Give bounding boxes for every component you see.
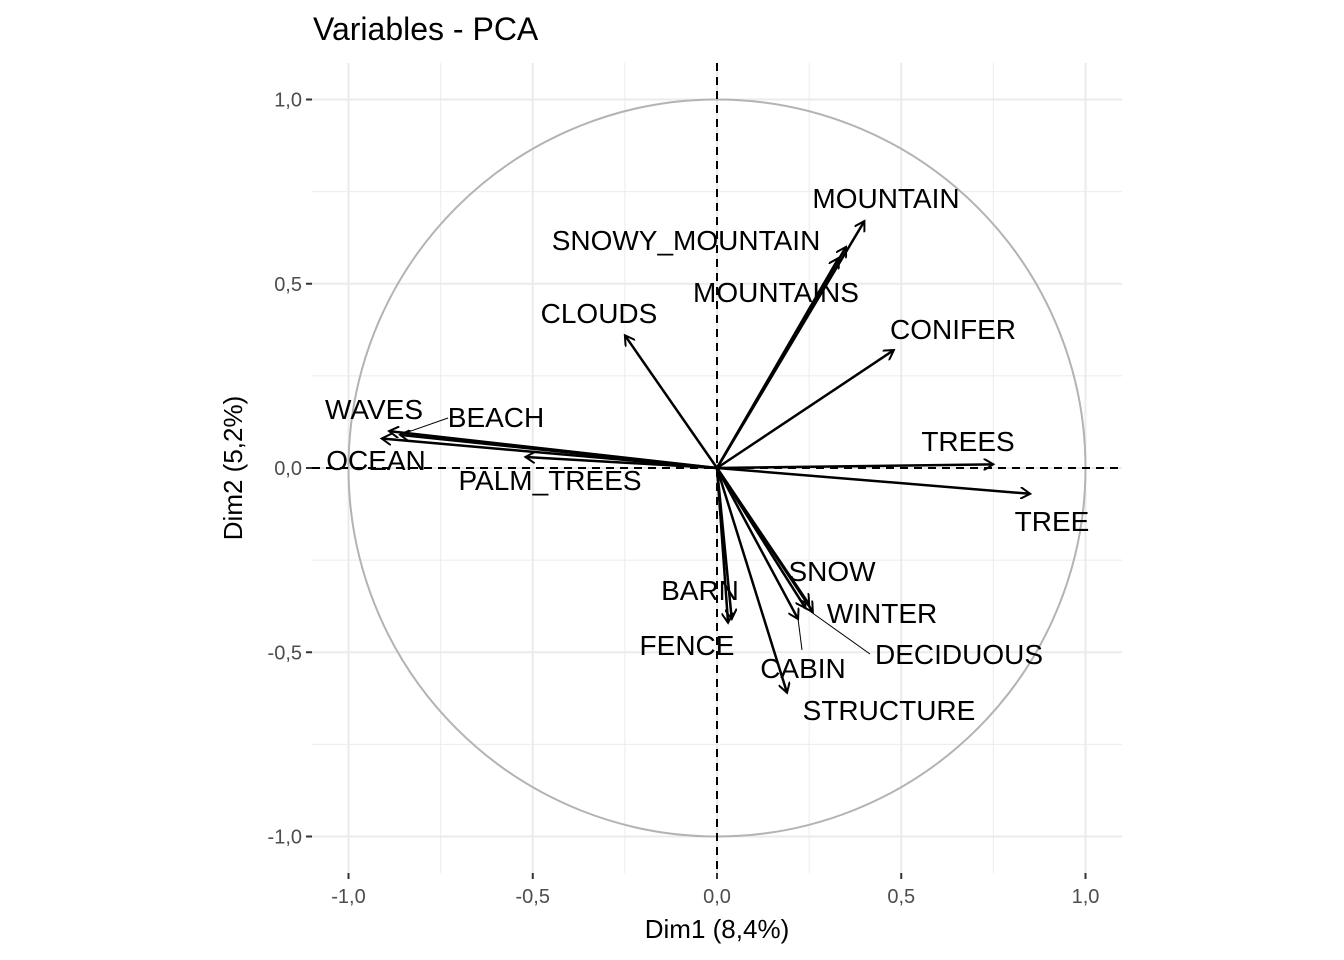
arrow-fence xyxy=(715,467,728,623)
label-beach: BEACH xyxy=(448,402,544,433)
y-tick-label: -1,0 xyxy=(268,827,302,849)
label-waves: WAVES xyxy=(325,394,423,425)
label-cabin: CABIN xyxy=(760,653,846,684)
arrow-cabin xyxy=(715,467,798,619)
y-axis-title: Dim2 (5,2%) xyxy=(218,396,248,540)
arrow-trees xyxy=(716,464,993,468)
arrow-structure xyxy=(715,467,787,693)
arrow-ocean xyxy=(382,439,718,470)
arrow-conifer xyxy=(716,350,894,470)
label-palm-trees: PALM_TREES xyxy=(458,465,641,496)
label-winter: WINTER xyxy=(827,598,937,629)
y-tick-label: 0,0 xyxy=(274,458,302,480)
x-tick-label: -0,5 xyxy=(516,886,550,908)
label-structure: STRUCTURE xyxy=(803,695,976,726)
label-trees: TREES xyxy=(921,426,1014,457)
label-clouds: CLOUDS xyxy=(541,298,658,329)
x-tick-label: 0,0 xyxy=(703,886,731,908)
x-tick-label: -1,0 xyxy=(331,886,365,908)
label-barn: BARN xyxy=(661,575,739,606)
label-conifer: CONIFER xyxy=(890,314,1016,345)
y-tick-label: 1,0 xyxy=(274,90,302,112)
arrow-tree xyxy=(716,466,1030,494)
variable-arrows xyxy=(382,221,1031,693)
arrow-mountains xyxy=(715,258,839,469)
x-axis: -1,0 -0,5 0,0 0,5 1,0 xyxy=(331,873,1099,908)
variable-labels: MOUNTAIN SNOWY_MOUNTAIN MOUNTAINS CLOUDS CON… xyxy=(325,183,1089,726)
y-tick-label: 0,5 xyxy=(274,274,302,296)
label-snowy-mountain: SNOWY_MOUNTAIN xyxy=(552,225,821,256)
label-mountains: MOUNTAINS xyxy=(693,277,859,308)
label-tree: TREE xyxy=(1015,506,1090,537)
leader-line-deciduous xyxy=(805,607,871,655)
chart-title: Variables - PCA xyxy=(313,11,539,47)
x-axis-title: Dim1 (8,4%) xyxy=(645,914,789,944)
label-deciduous: DECIDUOUS xyxy=(875,639,1043,670)
arrow-deciduous xyxy=(715,467,807,608)
arrow-palm-trees xyxy=(525,457,718,470)
label-fence: FENCE xyxy=(640,630,735,661)
leader-line-cabin xyxy=(797,619,803,651)
y-axis: -1,0 -0,5 0,0 0,5 1,0 xyxy=(268,90,312,849)
x-tick-label: 1,0 xyxy=(1072,886,1100,908)
label-snow: SNOW xyxy=(788,556,876,587)
label-mountain: MOUNTAIN xyxy=(812,183,959,214)
arrow-clouds xyxy=(625,335,719,469)
x-tick-label: 0,5 xyxy=(887,886,915,908)
leader-line-beach xyxy=(399,417,449,436)
y-tick-label: -0,5 xyxy=(268,642,302,664)
label-ocean: OCEAN xyxy=(326,445,426,476)
